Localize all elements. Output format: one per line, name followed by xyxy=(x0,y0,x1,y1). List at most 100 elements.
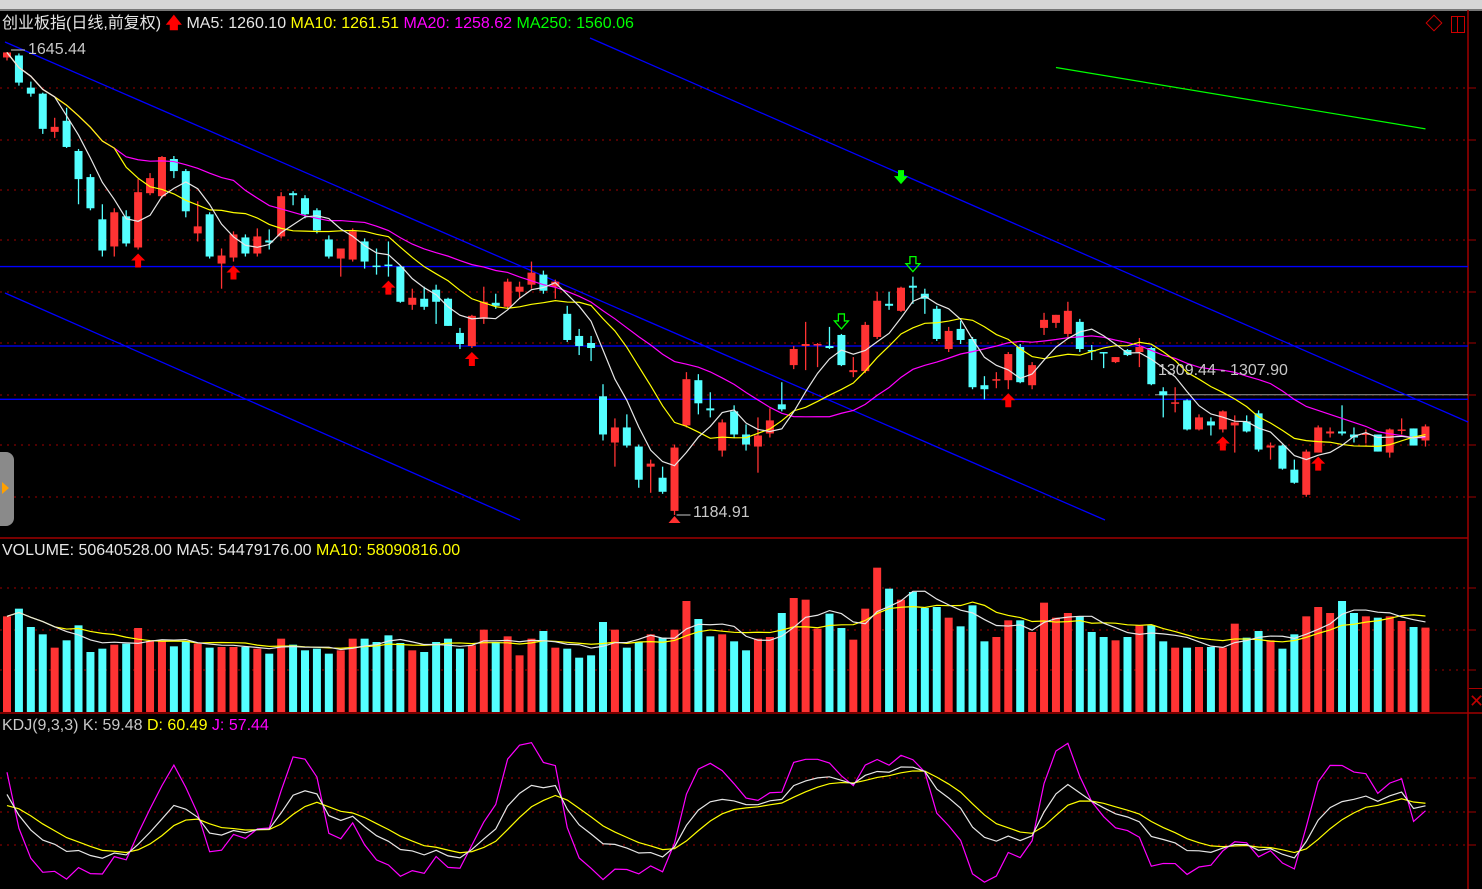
candle-body xyxy=(1051,314,1060,323)
candle-body xyxy=(479,301,488,319)
candle-body xyxy=(908,285,917,288)
up-arrow-signal-icon xyxy=(1311,456,1326,471)
candle-body xyxy=(110,212,119,247)
ma250-line xyxy=(1055,66,1426,130)
candle-body xyxy=(146,178,155,194)
candle-body xyxy=(98,219,107,251)
candle-body xyxy=(467,315,476,347)
candle-body xyxy=(74,150,83,180)
candle-body xyxy=(789,349,798,366)
candle-body xyxy=(897,287,905,311)
volume-value: VOLUME: 50640528.00 xyxy=(2,542,172,559)
volume-bar xyxy=(432,642,441,712)
volume-bar xyxy=(956,626,965,712)
volume-bar xyxy=(515,655,524,712)
down-arrow-signal-icon xyxy=(904,255,922,273)
candle-body xyxy=(610,427,619,443)
candle-body xyxy=(1135,347,1144,353)
candle-body xyxy=(1266,445,1275,448)
volume-bar xyxy=(336,650,345,712)
candle-body xyxy=(670,447,679,511)
candle-body xyxy=(301,198,309,215)
candle-body xyxy=(277,196,286,237)
volume-bar xyxy=(348,638,357,712)
candle-body xyxy=(491,302,500,306)
volume-bar xyxy=(968,605,977,712)
volume-bar xyxy=(1004,620,1013,712)
candle-body xyxy=(134,192,143,248)
candle-body xyxy=(861,324,870,372)
volume-bar xyxy=(992,637,1001,712)
toolbar-strip xyxy=(0,0,1482,11)
volume-bar xyxy=(467,645,476,712)
candle-body xyxy=(265,240,274,243)
volume-bar xyxy=(169,646,178,712)
volume-bar xyxy=(563,648,572,712)
ma20-value: MA20: 1258.62 xyxy=(403,15,513,32)
volume-bar xyxy=(396,643,405,712)
volume-bar xyxy=(1135,625,1144,712)
volume-bar xyxy=(98,648,107,712)
volume-legend: VOLUME: 50640528.00 MA5: 54479176.00 MA1… xyxy=(2,542,460,560)
volume-ma5-line xyxy=(6,590,1426,651)
candle-body xyxy=(1099,352,1108,354)
candle-body xyxy=(575,335,584,347)
candle-body xyxy=(944,330,953,350)
volume-bar xyxy=(312,648,321,712)
volume-bar xyxy=(1326,613,1335,712)
volume-bar xyxy=(1111,640,1120,712)
kdj-d-line xyxy=(6,770,1426,854)
volume-bar xyxy=(110,644,119,712)
volume-bar xyxy=(134,628,143,712)
up-arrow-signal-icon xyxy=(1215,436,1230,451)
panel-toggle-icon[interactable] xyxy=(1451,16,1465,33)
volume-bar xyxy=(861,608,870,712)
candle-body xyxy=(3,52,11,58)
volume-bar xyxy=(181,641,190,712)
candle-body xyxy=(62,120,71,147)
volume-bar xyxy=(86,652,95,712)
close-x-icon[interactable]: ✕ xyxy=(1469,688,1482,713)
candle-body xyxy=(432,289,441,302)
candle-body xyxy=(1373,434,1382,452)
volume-bar xyxy=(1385,616,1394,712)
volume-bar xyxy=(575,657,584,712)
candle-body xyxy=(372,265,381,268)
volume-bar xyxy=(753,638,762,712)
candle-body xyxy=(1087,350,1096,352)
candle-body xyxy=(563,313,572,340)
volume-bar xyxy=(1206,647,1215,712)
candle-body xyxy=(658,477,667,492)
volume-bar xyxy=(1338,601,1347,712)
volume-bar xyxy=(479,629,488,712)
volume-bar xyxy=(205,647,214,712)
ma10-value: MA10: 1261.51 xyxy=(290,15,400,32)
candle-body xyxy=(1254,413,1263,450)
volume-bar xyxy=(1087,632,1096,712)
volume-bar xyxy=(265,653,274,712)
volume-ma10-line xyxy=(6,601,1426,649)
candle-body xyxy=(539,274,548,291)
candle-body xyxy=(420,298,429,307)
candle-body xyxy=(193,226,202,234)
candle-body xyxy=(50,126,59,132)
volume-bar xyxy=(765,637,774,712)
candle-body xyxy=(1218,411,1227,430)
volume-bar xyxy=(146,641,155,712)
volume-bar xyxy=(1373,617,1382,712)
candle-body xyxy=(1326,431,1335,434)
ma10-line xyxy=(6,52,1426,447)
candle-body xyxy=(169,159,178,172)
candle-body xyxy=(1159,391,1168,396)
volume-bar xyxy=(897,599,905,712)
volume-bar xyxy=(157,641,166,712)
candle-body xyxy=(1075,321,1084,350)
volume-bar xyxy=(837,628,846,712)
volume-bar xyxy=(193,643,202,712)
candle-body xyxy=(26,87,35,94)
side-expand-tab[interactable] xyxy=(0,452,14,526)
candle-body xyxy=(1278,445,1287,469)
volume-bar xyxy=(944,617,953,712)
index-title: 创业板指(日线,前复权) xyxy=(2,15,162,32)
volume-bar xyxy=(1266,640,1275,712)
